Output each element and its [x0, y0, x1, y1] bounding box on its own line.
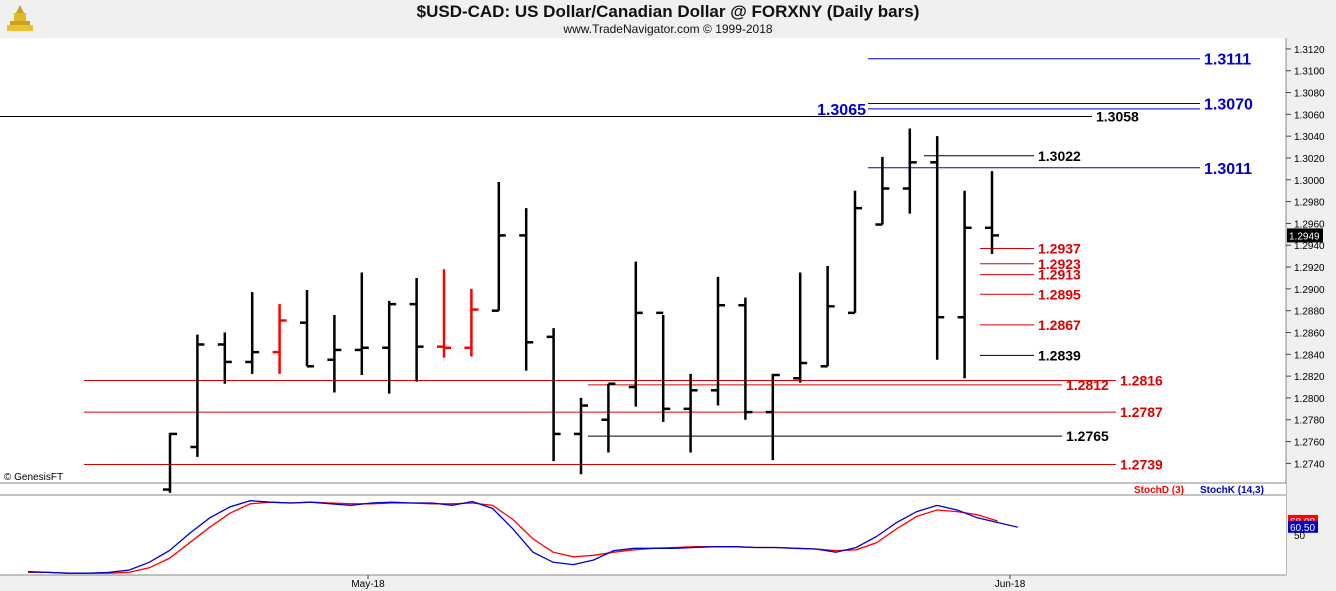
level-label: 1.2765: [1066, 428, 1109, 444]
level-label: 1.2867: [1038, 317, 1081, 333]
ohlc-bar: [957, 190, 972, 379]
y-axis-tick-label: 1.3040: [1294, 132, 1325, 143]
level-label: 1.2839: [1038, 347, 1081, 363]
level-label: 1.3111: [1204, 52, 1251, 69]
stoch-d-legend: StochD (3): [1134, 485, 1184, 496]
y-axis-tick-label: 1.2860: [1294, 328, 1325, 339]
level-label: 1.3070: [1204, 96, 1253, 113]
ohlc-bar: [245, 292, 260, 374]
ohlc-bar: [848, 190, 862, 315]
level-label: 1.2739: [1120, 456, 1163, 472]
ohlc-bar: [601, 382, 616, 453]
ohlc-bar: [519, 208, 534, 371]
ohlc-bar: [464, 288, 479, 357]
ohlc-bar: [793, 272, 808, 383]
y-axis-tick-label: 1.2980: [1294, 198, 1325, 209]
stoch-axis-label: 50: [1294, 531, 1306, 542]
ohlc-bar: [820, 265, 835, 368]
y-axis-tick-label: 1.2740: [1294, 459, 1325, 470]
level-label: 1.3058: [1096, 109, 1139, 125]
y-axis-tick-label: 1.2960: [1294, 219, 1325, 230]
ohlc-bar: [491, 181, 506, 312]
chart-title: $USD-CAD: US Dollar/Canadian Dollar @ FO…: [416, 2, 920, 21]
level-label: 1.2816: [1120, 372, 1163, 388]
y-axis-tick-label: 1.3120: [1294, 45, 1325, 56]
level-label: 1.2937: [1038, 241, 1081, 257]
y-axis-tick-label: 1.2820: [1294, 372, 1325, 383]
x-axis-label: May-18: [351, 579, 385, 590]
ohlc-bar: [217, 332, 232, 384]
ohlc-bar: [354, 272, 369, 376]
copyright-label: © GenesisFT: [4, 472, 63, 483]
y-axis-tick-label: 1.3100: [1294, 67, 1325, 78]
ohlc-bar: [985, 171, 999, 254]
y-axis-tick-label: 1.2840: [1294, 350, 1325, 361]
ohlc-bar: [738, 297, 753, 420]
ohlc-bar: [711, 276, 725, 406]
y-axis-tick-label: 1.2920: [1294, 263, 1325, 274]
ohlc-bar: [656, 311, 671, 422]
ohlc-bar: [437, 269, 451, 358]
y-axis-tick-label: 1.2760: [1294, 438, 1325, 449]
price-panel: [0, 38, 1286, 483]
chart-subtitle: www.TradeNavigator.com © 1999-2018: [563, 22, 773, 36]
x-axis-label: Jun-18: [995, 579, 1026, 590]
stoch-panel: [0, 484, 1286, 575]
level-label: 1.2913: [1038, 267, 1081, 283]
level-label: 1.3011: [1204, 161, 1252, 178]
chart-header: $USD-CAD: US Dollar/Canadian Dollar @ FO…: [0, 0, 1336, 38]
level-label: 1.2895: [1038, 286, 1081, 302]
stoch-k-legend: StochK (14,3): [1200, 485, 1264, 496]
ohlc-bar: [300, 289, 314, 368]
ohlc-bar: [628, 261, 643, 407]
ohlc-bar: [683, 373, 698, 453]
gold-trophy-icon: [7, 5, 33, 31]
y-axis-tick-label: 1.3080: [1294, 89, 1325, 100]
y-axis-tick-label: 1.3000: [1294, 176, 1325, 187]
stoch-k-value: 60.50: [1290, 523, 1315, 534]
y-axis-panel: [1286, 38, 1336, 591]
y-axis-tick-label: 1.2800: [1294, 394, 1325, 405]
ohlc-bar: [190, 334, 205, 457]
y-axis-tick-label: 1.2780: [1294, 416, 1325, 427]
ohlc-bar: [382, 300, 397, 394]
ohlc-bar: [546, 328, 561, 462]
level-label: 1.3022: [1038, 148, 1081, 164]
last-price-label: 1.2949: [1289, 231, 1320, 242]
level-label: 1.2812: [1066, 377, 1109, 393]
level-label: 1.3065: [817, 102, 866, 119]
ohlc-bar: [409, 277, 424, 382]
ohlc-bar: [327, 315, 342, 393]
stoch-d-line: [28, 501, 998, 574]
x-axis-panel: [0, 575, 1336, 591]
ohlc-bar: [574, 397, 588, 475]
last-price-badge: [1287, 228, 1323, 243]
level-label: 1.2787: [1120, 404, 1163, 420]
ohlc-bar: [930, 136, 945, 360]
ohlc-bar: [163, 432, 177, 493]
y-axis-tick-label: 1.3020: [1294, 154, 1325, 165]
price-chart: 1.3111 1.3070 1.3065 1.3058 1.3022 1.3011 1.29…: [0, 38, 1336, 591]
y-axis-tick-label: 1.2880: [1294, 307, 1325, 318]
ohlc-bar: [875, 156, 890, 226]
y-axis-tick-label: 1.3060: [1294, 110, 1325, 121]
y-axis-tick-label: 1.2900: [1294, 285, 1325, 296]
stoch-k-badge: [1288, 520, 1318, 533]
ohlc-bar: [902, 128, 917, 214]
ohlc-bar: [765, 373, 780, 461]
y-axis-tick-label: 1.2940: [1294, 241, 1325, 252]
ohlc-bar: [272, 304, 287, 374]
stoch-k-line: [27, 500, 1018, 574]
level-label: 1.2923: [1038, 256, 1081, 272]
